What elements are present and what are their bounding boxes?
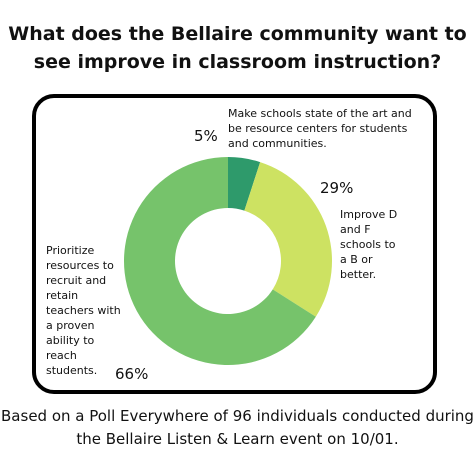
data-label-66-percent: 66% [115, 365, 149, 383]
slice-label-state-of-the-art: Make schools state of the art and be res… [228, 107, 412, 150]
slice-prioritize-resources [124, 157, 316, 365]
chart-frame [32, 94, 437, 394]
footnote: Based on a Poll Everywhere of 96 individ… [1, 407, 474, 448]
data-label-29-percent: 29% [320, 179, 354, 197]
slice-label-prioritize-resources: Prioritize resources to recruit and reta… [46, 244, 121, 377]
slice-state-of-the-art [228, 157, 261, 211]
slice-improve-d-and-f [244, 162, 332, 317]
slice-label-improve-d-and-f: Improve D and F schools to a B or better… [340, 208, 398, 281]
data-label-5-percent: 5% [194, 127, 218, 145]
chart-title: What does the Bellaire community want to… [8, 23, 467, 73]
